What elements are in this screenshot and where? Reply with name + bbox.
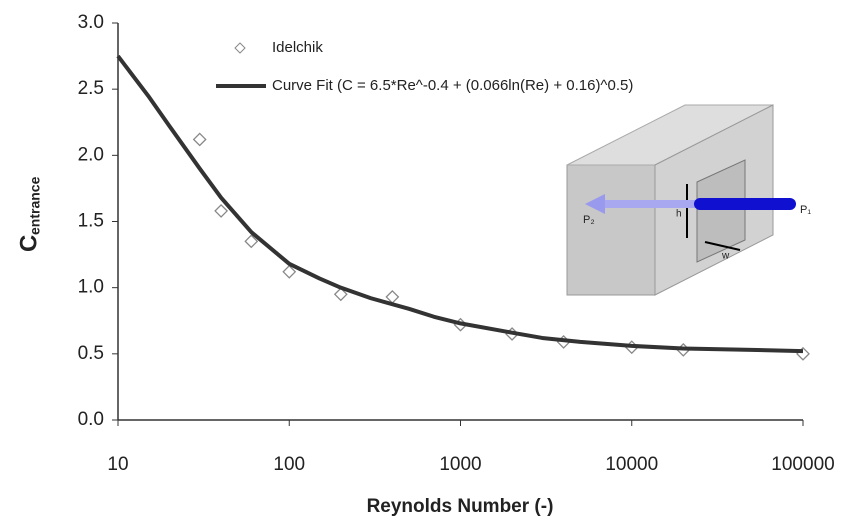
inset-label: h [676,209,682,220]
x-tick-label: 10000 [605,454,658,475]
scatter-point [192,132,207,147]
y-tick-label: 3.0 [78,12,104,33]
y-tick-label: 2.0 [78,144,104,165]
y-axis-title-sub: entrance [27,176,43,235]
x-tick-label: 100000 [771,454,834,475]
legend-label: Idelchik [272,39,323,56]
scatter-point [282,264,297,279]
x-tick-label: 100 [273,454,305,475]
y-tick-label: 2.5 [78,78,104,99]
y-tick-label: 1.5 [78,211,104,232]
y-tick-label: 1.0 [78,277,104,298]
y-axis-title: C entrance [15,176,42,252]
fit-line [116,54,804,354]
x-axis-title: Reynolds Number (-) [367,496,554,517]
scatter-point [333,287,348,302]
inset-label: P₁ [800,204,811,216]
y-tick-label: 0.0 [78,409,104,430]
legend-marker [234,42,246,54]
scatter-point [244,234,259,249]
y-axis-title-main: C [15,235,42,252]
y-tick-label: 0.5 [78,343,104,364]
x-tick-label: 10 [107,454,128,475]
inset-label: w [721,251,730,262]
inset-diagram: P₁ P₂ h w [566,104,811,296]
scatter-point [214,203,229,218]
inset-label: P₂ [583,214,595,226]
legend-label: Curve Fit (C = 6.5*Re^-0.4 + (0.066ln(Re… [272,77,633,94]
x-tick-label: 1000 [439,454,481,475]
